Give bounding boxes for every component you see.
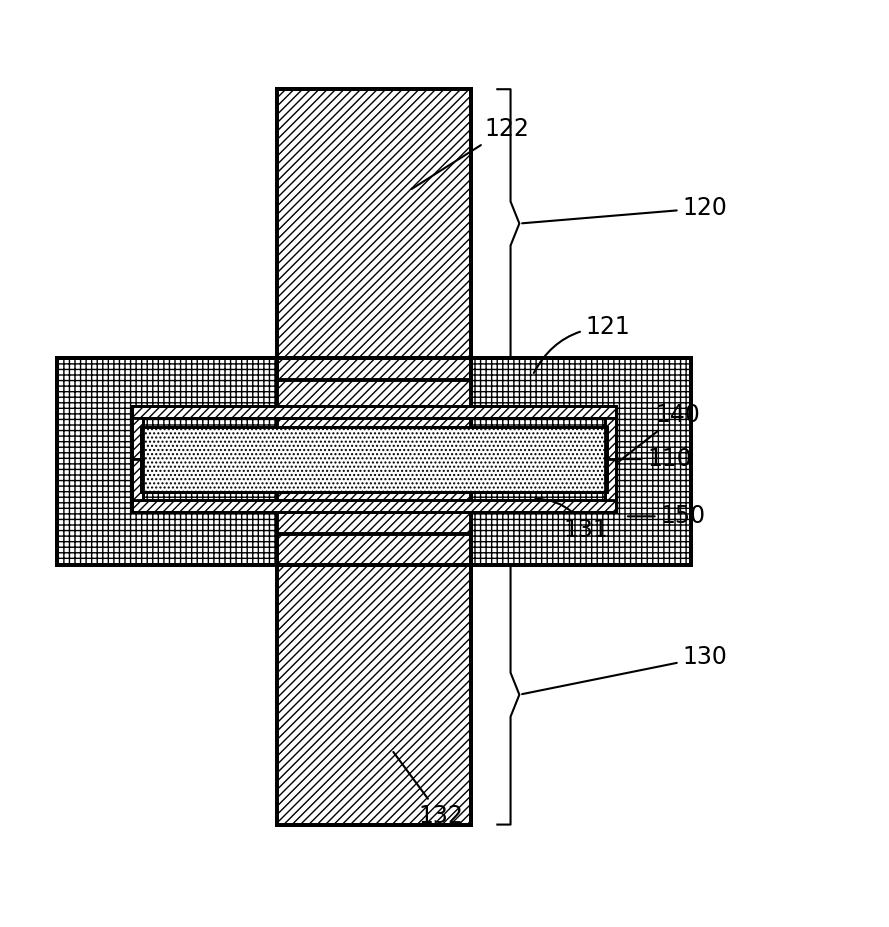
- Bar: [277, 89, 471, 380]
- Text: 132: 132: [393, 752, 463, 828]
- Text: 122: 122: [412, 117, 529, 189]
- Bar: [277, 358, 471, 825]
- Bar: [277, 534, 471, 825]
- Bar: [277, 358, 471, 565]
- Bar: [605, 459, 616, 501]
- Text: 120: 120: [522, 197, 727, 223]
- Bar: [57, 358, 691, 565]
- Bar: [132, 418, 143, 459]
- Bar: [57, 358, 691, 565]
- Bar: [277, 89, 471, 380]
- Text: 130: 130: [522, 645, 727, 694]
- Bar: [132, 406, 616, 418]
- Bar: [140, 426, 607, 491]
- Text: 110: 110: [610, 447, 692, 471]
- Bar: [277, 89, 471, 565]
- Bar: [132, 459, 143, 501]
- Bar: [132, 501, 616, 512]
- Text: 131: 131: [535, 499, 608, 541]
- Bar: [140, 426, 607, 491]
- Bar: [57, 358, 277, 565]
- Bar: [277, 358, 471, 565]
- Text: 121: 121: [533, 315, 630, 373]
- Bar: [471, 358, 691, 565]
- Text: 150: 150: [628, 504, 705, 528]
- Text: 140: 140: [619, 403, 701, 462]
- Bar: [277, 534, 471, 825]
- Bar: [605, 418, 616, 459]
